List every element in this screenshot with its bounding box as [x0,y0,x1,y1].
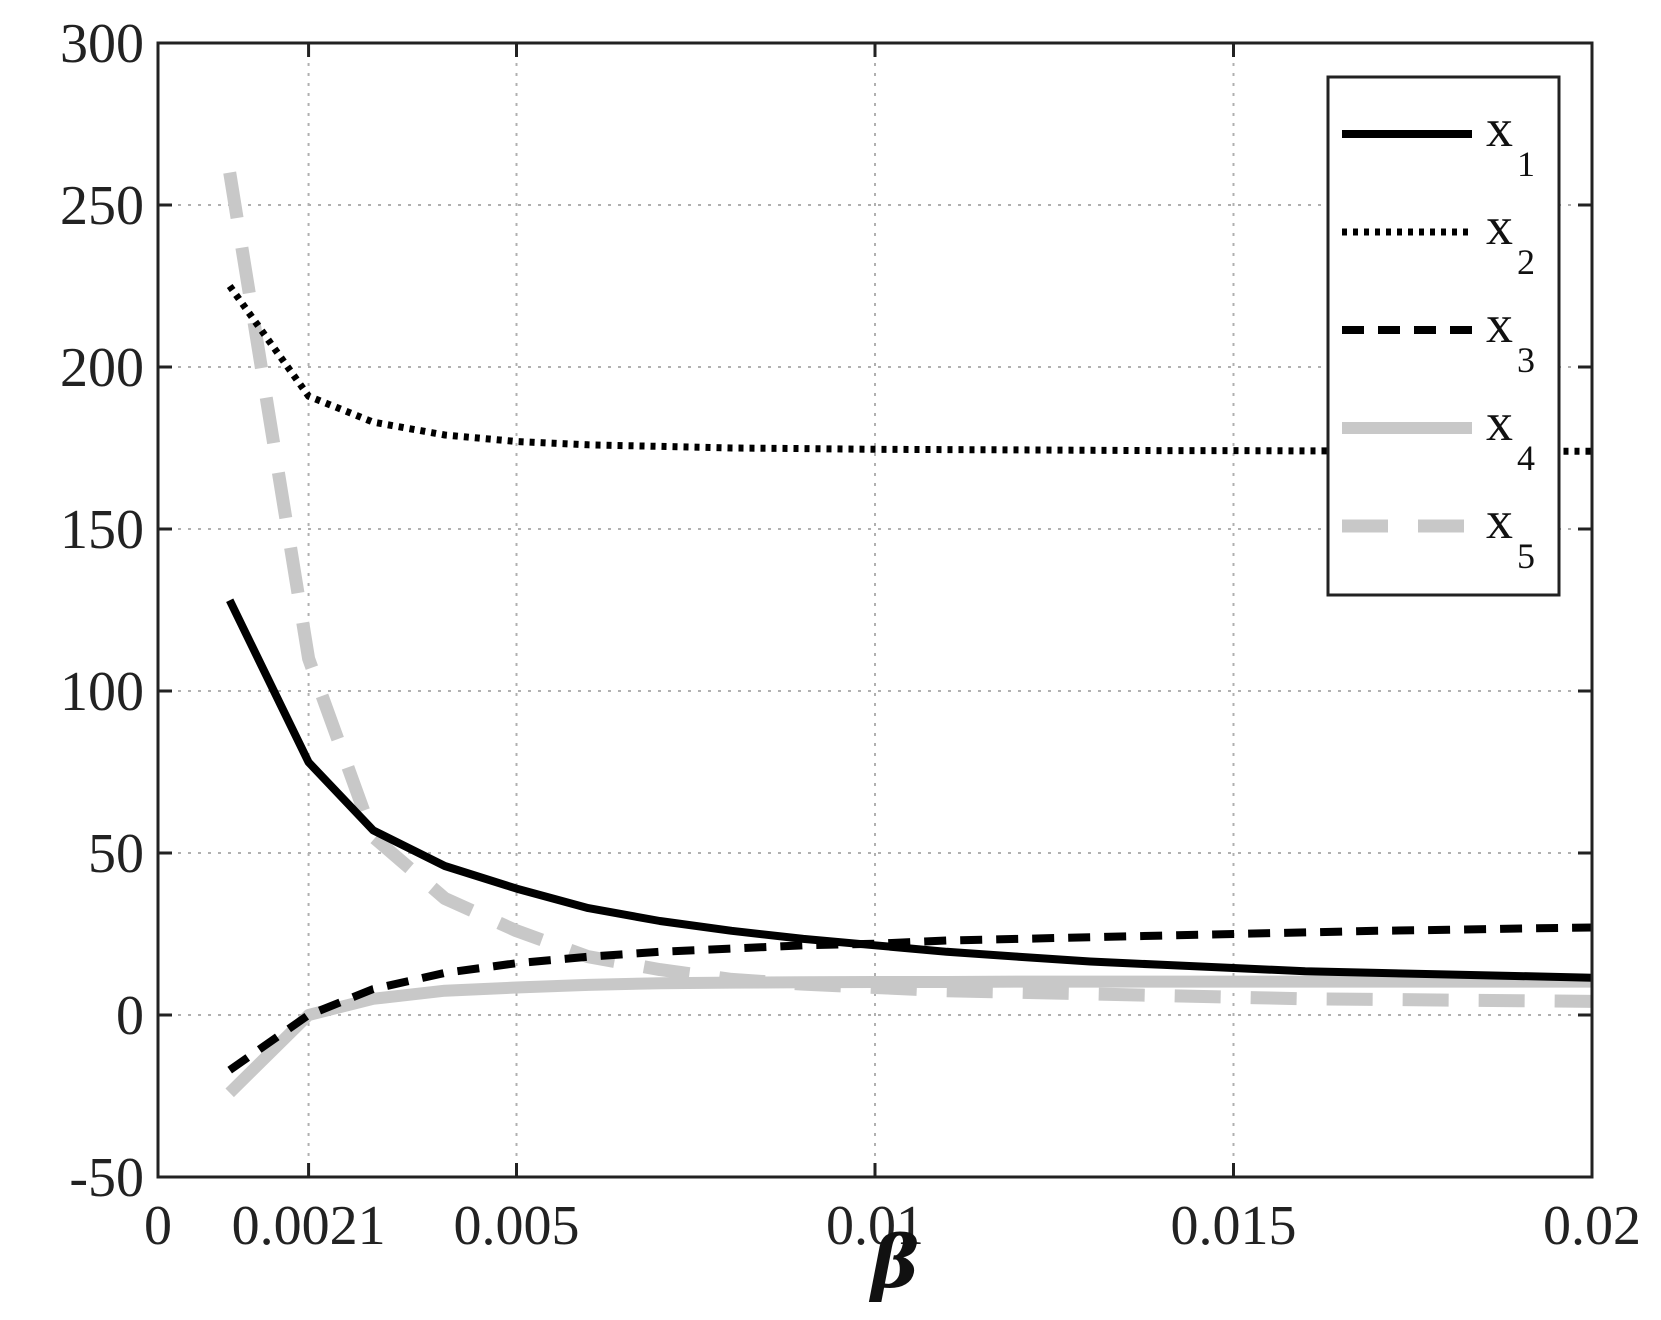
y-tick-label: -50 [69,1147,144,1209]
x-tick-label: 0.02 [1543,1195,1641,1257]
y-tick-label: 300 [60,13,144,75]
x-tick-label: 0.015 [1171,1195,1297,1257]
ticks: 0 0.0021 0.005 0.01 0.015 0.02-50050100150200… [60,13,1641,1257]
legend-box [1326,75,1561,597]
series-line-x3 [227,923,1593,1074]
y-tick-label: 150 [60,499,144,561]
x-tick-label: 0.005 [454,1195,580,1257]
y-tick-label: 100 [60,661,144,723]
y-tick-label: 200 [60,337,144,399]
y-tick-label: 250 [60,175,144,237]
x-tick-label: 0 [144,1195,172,1257]
legend-subscript: 5 [1517,536,1535,576]
x-axis-label: β [868,1219,919,1304]
series-line-x4 [225,975,1592,1098]
y-tick-label: 0 [116,985,144,1047]
x-tick-label: 0.0021 [232,1195,386,1257]
series-line-x2 [226,283,1592,455]
series-line-x1 [226,598,1593,982]
series-line-x5 [223,171,1593,1008]
legend-subscript: 2 [1517,242,1535,282]
legend-subscript: 1 [1517,144,1535,184]
series-lines [223,171,1593,1098]
y-tick-label: 50 [88,823,144,885]
legend-subscript: 3 [1517,340,1535,380]
legend-subscript: 4 [1517,438,1535,478]
x-tick-label: 0.01 [826,1195,924,1257]
